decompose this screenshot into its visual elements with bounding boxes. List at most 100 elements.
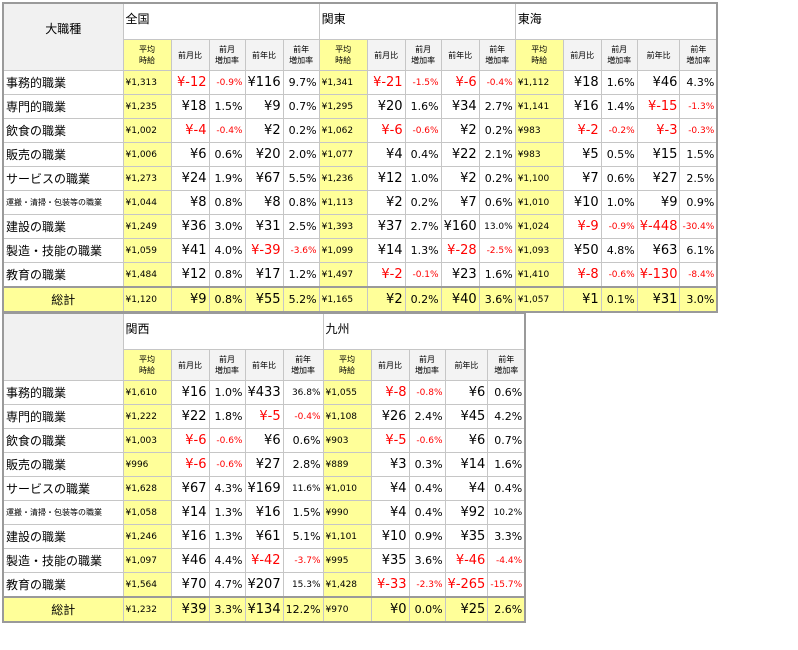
job-label: 販売の職業 bbox=[2, 452, 124, 477]
value-cell: ¥14 bbox=[170, 500, 210, 525]
total-label: 総計 bbox=[2, 286, 124, 313]
value-cell: 2.0% bbox=[282, 142, 320, 167]
job-label: 事務的職業 bbox=[2, 380, 124, 405]
value-cell: 0.6% bbox=[600, 166, 638, 191]
value-cell: -0.6% bbox=[404, 118, 442, 143]
value-cell: -8.4% bbox=[679, 262, 718, 288]
wage-table-bottom: 関西 九州 平均 時給 前月比 前月 増加率 前年比 前年 増加率 平均 時給 前月比 前月 増加率 前年… bbox=[2, 312, 527, 623]
value-cell: ¥-15 bbox=[636, 94, 681, 119]
total-value-cell: ¥134 bbox=[244, 596, 284, 623]
value-cell: ¥1,112 bbox=[514, 70, 564, 95]
value-cell: 6.1% bbox=[679, 238, 718, 263]
value-cell: ¥37 bbox=[366, 214, 406, 239]
value-cell: ¥92 bbox=[444, 500, 489, 525]
value-cell: ¥-8 bbox=[370, 380, 410, 405]
sub-header-row: 平均 時給 前月比 前月 増加率 前年比 前年 増加率 平均 時給 前月比 前月 増加率 前年比 前年 増加率 bbox=[3, 349, 526, 381]
total-row: 総計 ¥1,232 ¥39 3.3% ¥134 12.2% ¥970 ¥0 0.0% ¥25 2.6… bbox=[2, 596, 526, 623]
value-cell: 4.3% bbox=[679, 70, 718, 95]
value-cell: 1.9% bbox=[208, 166, 246, 191]
value-cell: ¥4 bbox=[370, 476, 410, 501]
sub-header-2-2: 前月 増加率 bbox=[600, 39, 638, 71]
sub-header-1-0: 平均 時給 bbox=[318, 39, 368, 71]
value-cell: ¥34 bbox=[440, 94, 480, 119]
value-cell: -0.1% bbox=[404, 262, 442, 288]
value-cell: ¥-39 bbox=[244, 238, 284, 263]
total-value-cell: 12.2% bbox=[282, 596, 324, 623]
total-label: 総計 bbox=[2, 596, 124, 623]
job-label: 教育の職業 bbox=[2, 262, 124, 288]
value-cell: ¥1,024 bbox=[514, 214, 564, 239]
value-cell: 4.8% bbox=[600, 238, 638, 263]
value-cell: 3.0% bbox=[208, 214, 246, 239]
total-value-cell: 3.6% bbox=[478, 286, 516, 313]
value-cell: ¥1,628 bbox=[122, 476, 172, 501]
value-cell: ¥-12 bbox=[170, 70, 210, 95]
value-cell: -1.5% bbox=[404, 70, 442, 95]
value-cell: ¥1,141 bbox=[514, 94, 564, 119]
job-label: サービスの職業 bbox=[2, 166, 124, 191]
value-cell: 4.7% bbox=[208, 572, 246, 598]
value-cell: 5.1% bbox=[282, 524, 324, 549]
region-header-kanto: 関東 bbox=[318, 2, 516, 40]
value-cell: 0.8% bbox=[208, 262, 246, 288]
value-cell: ¥1,113 bbox=[318, 190, 368, 215]
total-value-cell: ¥1,057 bbox=[514, 286, 564, 313]
job-label: 専門的職業 bbox=[2, 404, 124, 429]
value-cell: 15.3% bbox=[282, 572, 324, 598]
value-cell: 1.0% bbox=[208, 380, 246, 405]
sub-header-1-0: 平均 時給 bbox=[322, 349, 372, 381]
table-row: 専門的職業 ¥1,235 ¥18 1.5% ¥9 0.7% ¥1,295 ¥20 1.6% ¥34… bbox=[2, 94, 718, 119]
job-label: 専門的職業 bbox=[2, 94, 124, 119]
value-cell: ¥46 bbox=[170, 548, 210, 573]
value-cell: 36.8% bbox=[282, 380, 324, 405]
value-cell: ¥1,246 bbox=[122, 524, 172, 549]
value-cell: 0.5% bbox=[600, 142, 638, 167]
value-cell: ¥1,108 bbox=[322, 404, 372, 429]
value-cell: -3.7% bbox=[282, 548, 324, 573]
value-cell: 1.5% bbox=[282, 500, 324, 525]
value-cell: ¥-130 bbox=[636, 262, 681, 288]
total-value-cell: 3.3% bbox=[208, 596, 246, 623]
value-cell: ¥16 bbox=[170, 380, 210, 405]
total-value-cell: ¥9 bbox=[170, 286, 210, 313]
value-cell: ¥116 bbox=[244, 70, 284, 95]
value-cell: -2.5% bbox=[478, 238, 516, 263]
value-cell: ¥10 bbox=[562, 190, 602, 215]
value-cell: 11.6% bbox=[282, 476, 324, 501]
value-cell: ¥-265 bbox=[444, 572, 489, 598]
value-cell: ¥1,097 bbox=[122, 548, 172, 573]
value-cell: ¥-33 bbox=[370, 572, 410, 598]
value-cell: 1.0% bbox=[404, 166, 442, 191]
value-cell: ¥5 bbox=[562, 142, 602, 167]
value-cell: ¥-28 bbox=[440, 238, 480, 263]
value-cell: ¥1,313 bbox=[122, 70, 172, 95]
value-cell: 1.5% bbox=[208, 94, 246, 119]
job-label: サービスの職業 bbox=[2, 476, 124, 501]
table-row: 販売の職業 ¥996 ¥-6 -0.6% ¥27 2.8% ¥889 ¥3 0.3% ¥14 1.6… bbox=[2, 452, 526, 477]
value-cell: -30.4% bbox=[679, 214, 718, 239]
value-cell: 4.0% bbox=[208, 238, 246, 263]
value-cell: 1.6% bbox=[478, 262, 516, 288]
sub-header-0-2: 前月 増加率 bbox=[208, 39, 246, 71]
value-cell: -0.6% bbox=[208, 452, 246, 477]
value-cell: ¥27 bbox=[636, 166, 681, 191]
value-cell: 5.5% bbox=[282, 166, 320, 191]
value-cell: ¥-6 bbox=[170, 452, 210, 477]
value-cell: ¥990 bbox=[322, 500, 372, 525]
value-cell: ¥8 bbox=[244, 190, 284, 215]
table-row: 建設の職業 ¥1,246 ¥16 1.3% ¥61 5.1% ¥1,101 ¥10 0.9% ¥3… bbox=[2, 524, 526, 549]
region-header-kansai: 関西 bbox=[122, 312, 324, 350]
value-cell: ¥1,003 bbox=[122, 428, 172, 453]
sub-header-2-0: 平均 時給 bbox=[514, 39, 564, 71]
total-value-cell: 0.0% bbox=[408, 596, 446, 623]
value-cell: ¥7 bbox=[440, 190, 480, 215]
value-cell: ¥-21 bbox=[366, 70, 406, 95]
table-row: 運搬・清掃・包装等の職業 ¥1,044 ¥8 0.8% ¥8 0.8% ¥1,113 ¥2 0.… bbox=[2, 190, 718, 215]
value-cell: -1.3% bbox=[679, 94, 718, 119]
value-cell: ¥6 bbox=[444, 380, 489, 405]
total-row: 総計 ¥1,120 ¥9 0.8% ¥55 5.2% ¥1,165 ¥2 0.2% ¥40 3.6%… bbox=[2, 286, 718, 313]
value-cell: ¥45 bbox=[444, 404, 489, 429]
value-cell: 2.1% bbox=[478, 142, 516, 167]
table-row: 事務的職業 ¥1,313 ¥-12 -0.9% ¥116 9.7% ¥1,341 ¥-21 -1… bbox=[2, 70, 718, 95]
value-cell: ¥22 bbox=[440, 142, 480, 167]
